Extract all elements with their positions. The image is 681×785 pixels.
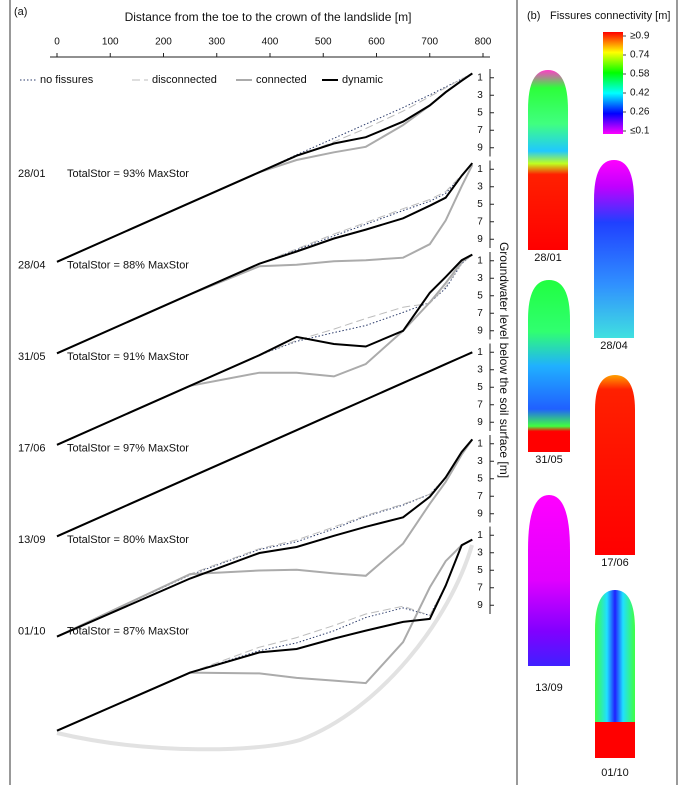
y-tick-label: 5 [477,382,483,393]
panel-date: 28/01 [18,168,46,180]
y-tick-label: 5 [477,565,483,576]
y-tick-label: 1 [477,438,483,449]
x-tick-label: 700 [421,37,438,48]
gw-line [56,351,473,538]
fissure-map [594,160,634,338]
panel-date: 28/04 [18,259,46,271]
y-tick-label: 3 [477,273,483,284]
x-tick-label: 500 [315,37,332,48]
y-tick-label: 3 [477,456,483,467]
map-date: 17/06 [601,557,629,569]
landslide-base [56,544,474,752]
map-date: 13/09 [535,682,563,694]
colorbar-tick-label: 0.58 [630,69,650,80]
y-tick-label: 1 [477,72,483,83]
gw-line [56,539,473,732]
y-tick-label: 7 [477,125,483,136]
colorbar-tick-label: 0.26 [630,107,650,118]
gw-line [56,162,474,355]
panel-annotation: TotalStor = 88% MaxStor [67,259,189,271]
colorbar-tick-label: ≤0.1 [630,126,650,137]
legend-label: no fissures [40,74,94,86]
panel-annotation: TotalStor = 87% MaxStor [67,625,189,637]
y-tick-label: 5 [477,199,483,210]
y-tick-label: 5 [477,107,483,118]
fissure-map [595,375,635,555]
gw-line [56,253,473,446]
x-tick-label: 100 [102,37,119,48]
legend-label: disconnected [152,74,217,86]
y-tick-label: 5 [477,473,483,484]
panel-annotation: TotalStor = 80% MaxStor [67,534,189,546]
colorbar-tick-label: 0.74 [630,50,650,61]
x-tick-label: 200 [155,37,172,48]
panel-annotation: TotalStor = 93% MaxStor [67,168,189,180]
colorbar-title: Fissures connectivity [m] [550,10,670,22]
colorbar [603,32,623,134]
x-tick-label: 600 [368,37,385,48]
gw-line [56,72,473,263]
y-tick-label: 3 [477,364,483,375]
fissure-map [528,495,570,666]
y-tick-label: 9 [477,508,483,519]
legend-label: dynamic [342,74,383,86]
y-tick-label: 3 [477,547,483,558]
map-date: 01/10 [601,767,629,779]
fissure-map [528,280,570,452]
panel-label: (a) [14,6,27,18]
fissure-maps [528,70,635,758]
y-tick-label: 3 [477,181,483,192]
x-tick-label: 400 [262,37,279,48]
y-tick-label: 9 [477,234,483,245]
map-date: 31/05 [535,454,563,466]
gw-line [56,253,473,446]
panel-date: 17/06 [18,442,46,454]
y-tick-label: 7 [477,582,483,593]
fissure-map [595,590,635,745]
y-tick-label: 7 [477,308,483,319]
panel-annotation: TotalStor = 97% MaxStor [67,442,189,454]
gw-line [56,438,474,638]
panel-label: (b) [527,10,540,22]
fissure-map [528,70,568,250]
y-tick-label: 1 [477,255,483,266]
y-tick-label: 1 [477,530,483,541]
y-axis-title: Groundwater level below the soil surface… [497,242,511,478]
gw-line [56,438,474,638]
fissure-map [595,722,635,758]
panel-date: 13/09 [18,534,46,546]
x-axis-title: Distance from the toe to the crown of th… [125,10,412,24]
panel-annotation: TotalStor = 91% MaxStor [67,351,189,363]
x-tick-label: 800 [475,37,492,48]
legend-label: connected [256,74,307,86]
y-tick-label: 9 [477,142,483,153]
y-tick-label: 3 [477,90,483,101]
colorbar-tick-label: ≥0.9 [630,31,650,42]
y-tick-label: 7 [477,491,483,502]
x-tick-label: 0 [54,37,60,48]
y-tick-label: 9 [477,600,483,611]
gw-line [56,538,473,732]
map-date: 28/01 [534,252,562,264]
y-tick-label: 1 [477,347,483,358]
y-tick-label: 5 [477,290,483,301]
panel-date: 01/10 [18,625,46,637]
panel-date: 31/05 [18,351,46,363]
y-tick-label: 7 [477,216,483,227]
map-date: 28/04 [600,340,628,352]
gw-line [56,164,474,355]
y-tick-label: 7 [477,399,483,410]
x-tick-label: 300 [208,37,225,48]
gw-line [56,538,473,732]
colorbar-tick-label: 0.42 [630,88,650,99]
y-tick-label: 1 [477,164,483,175]
y-tick-label: 9 [477,417,483,428]
y-tick-label: 9 [477,325,483,336]
